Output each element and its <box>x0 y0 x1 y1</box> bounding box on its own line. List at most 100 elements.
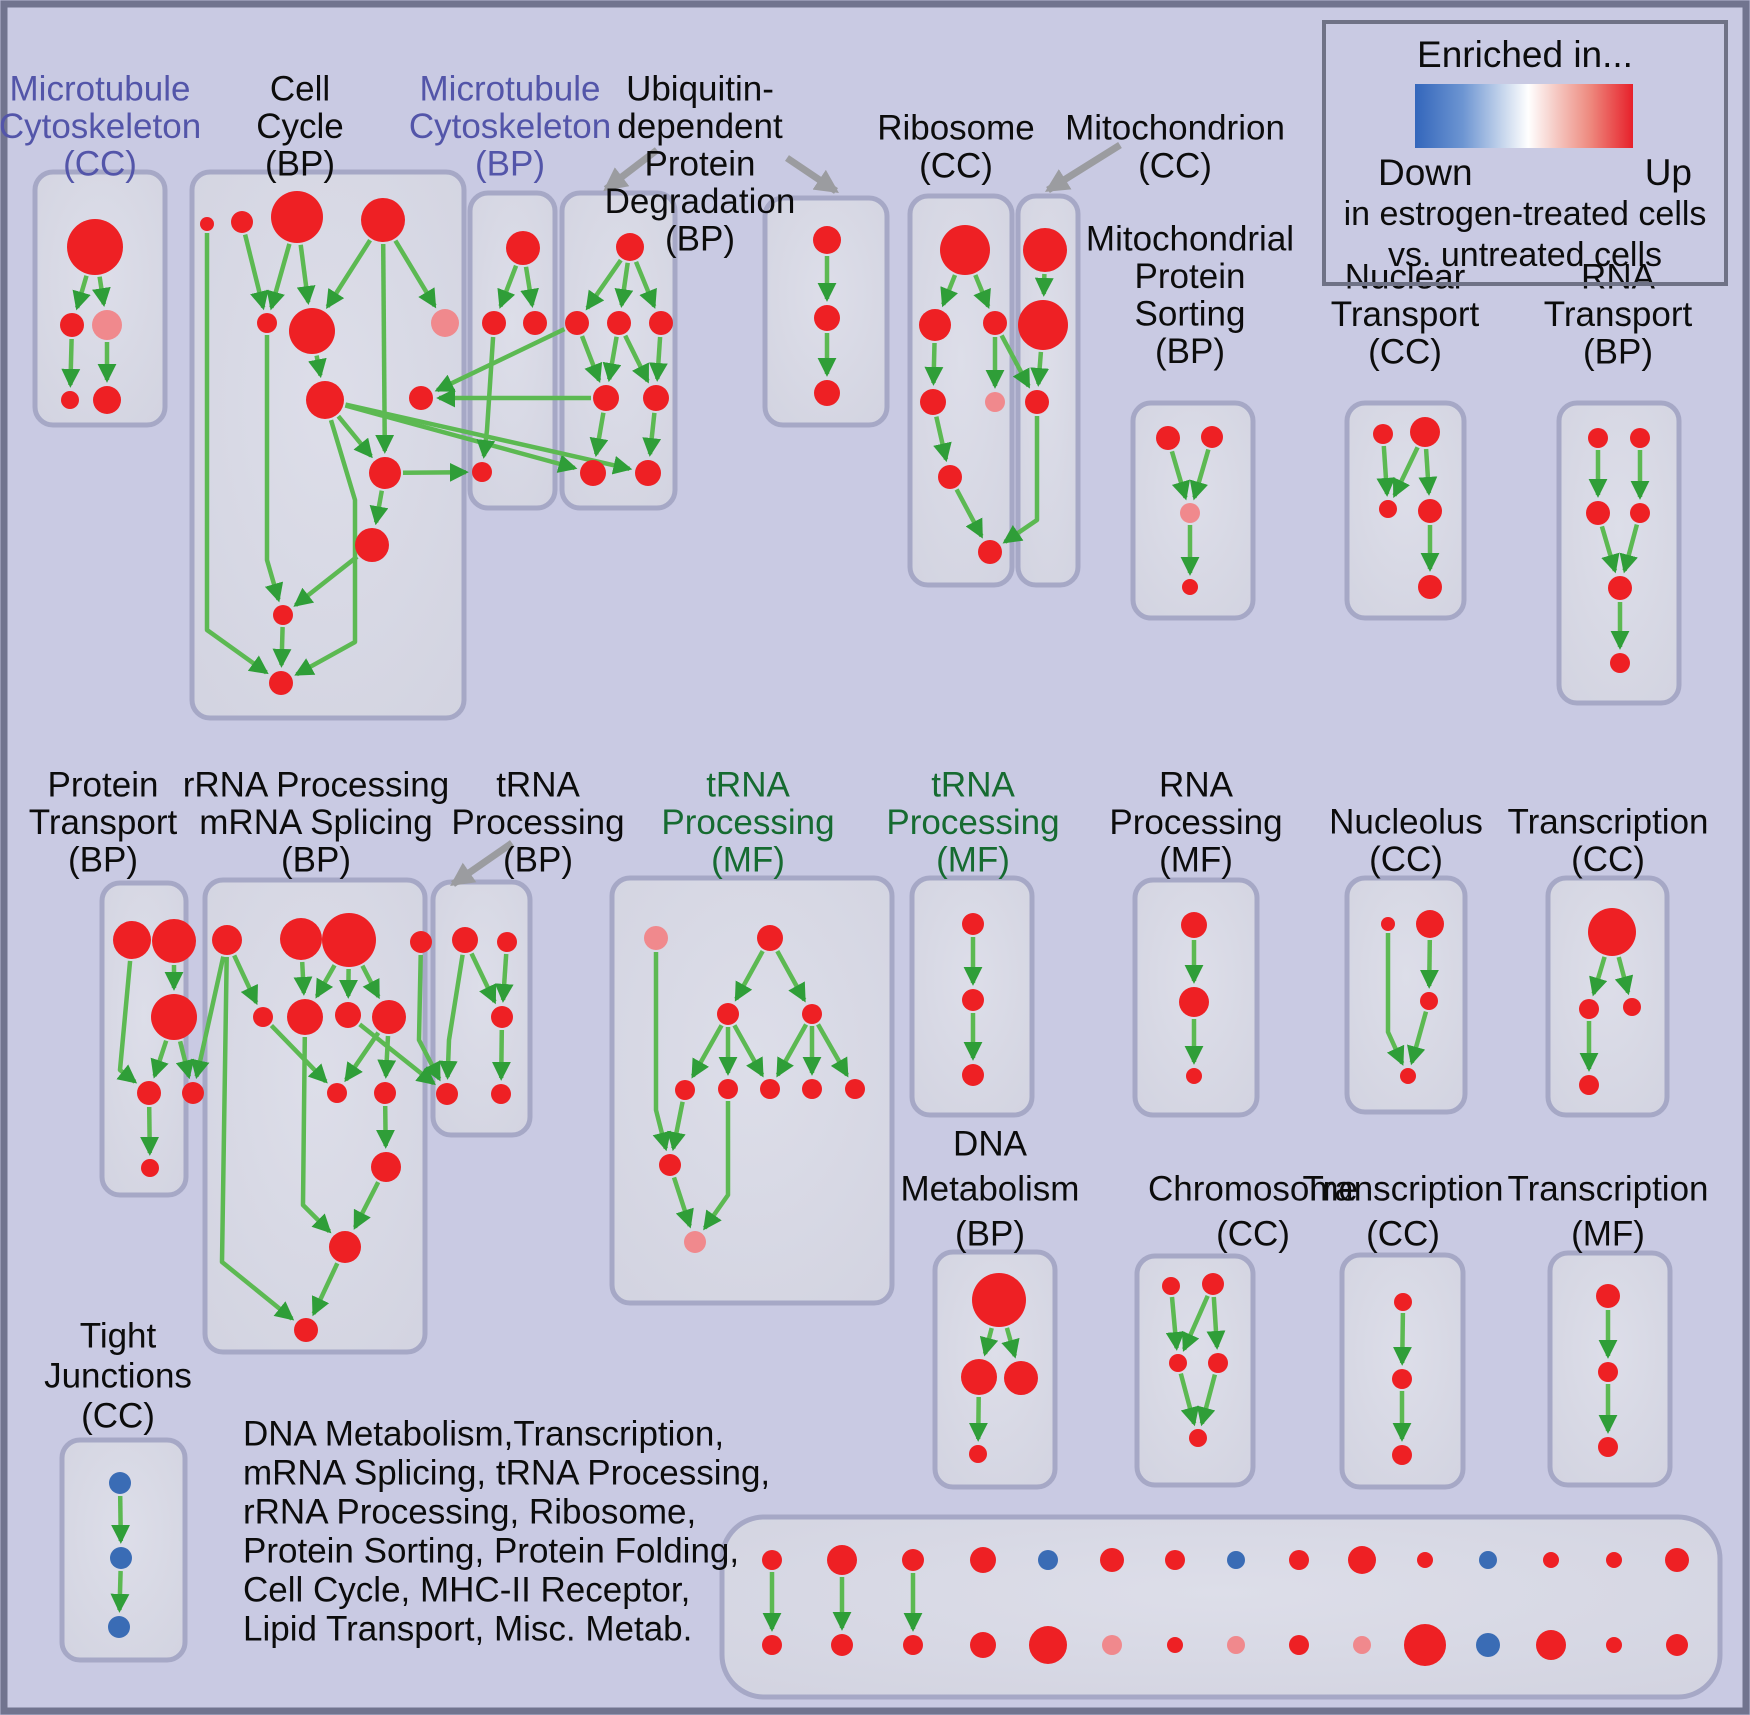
label-tm1-line3: (MF) <box>711 840 785 879</box>
go-term-node-lb3b <box>970 1632 996 1658</box>
go-term-node-lb2b <box>903 1635 923 1655</box>
edge-tcc.a-tcc.b <box>1589 956 1608 997</box>
edge-rr.m1-rr.b5 <box>300 1036 332 1234</box>
go-term-node-rr.p3 <box>322 913 376 967</box>
go-term-node-chr.c <box>1169 1354 1187 1372</box>
label-mtcc-line2: Cytoskeleton <box>0 107 201 146</box>
go-term-node-mtbp.bg <box>506 231 540 265</box>
label-dna-line3: (BP) <box>955 1214 1025 1253</box>
label-pt-line1: Protein <box>48 765 159 804</box>
label-misc-line1: DNA Metabolism,Transcription, <box>243 1414 724 1453</box>
go-term-node-tm2.b <box>962 989 984 1011</box>
edge-chr.b-chr.d <box>1206 1296 1226 1350</box>
go-term-node-pt.b <box>152 919 196 963</box>
edge-nut.b-nut.c <box>1392 446 1420 499</box>
label-misc-line5: Cell Cycle, MHC-II Receptor, <box>243 1570 690 1609</box>
label-tm2-line3: (MF) <box>936 840 1010 879</box>
label-misc-line3: rRNA Processing, Ribosome, <box>243 1492 696 1531</box>
cluster-box-cc <box>189 169 467 721</box>
go-term-node-cc.a <box>273 605 293 625</box>
go-term-node-rr.bt <box>294 1318 318 1342</box>
edge-tm1.ml-tm1.b1 <box>690 1024 724 1079</box>
go-term-node-lb14t <box>1665 1548 1689 1572</box>
cluster-box-long <box>719 1514 1723 1700</box>
go-term-node-rib.pk <box>985 392 1005 412</box>
cluster-box-ub1 <box>559 190 678 511</box>
go-term-node-lb8t <box>1289 1550 1309 1570</box>
label-mtbp-line3: (BP) <box>475 144 545 183</box>
label-tbp-line1: tRNA <box>496 765 580 804</box>
label-misc-line6: Lipid Transport, Misc. Metab. <box>243 1609 692 1648</box>
label-tcc-line2: (CC) <box>1571 840 1645 879</box>
edge-chr.d-chr.e <box>1196 1374 1218 1427</box>
mitochondrion-pointer-arrow-icon <box>1044 142 1122 193</box>
go-term-node-rr.o2 <box>374 1082 396 1104</box>
edge-rr.p3-rr.m1 <box>314 964 337 999</box>
edge-cc.lb-cc.l2 <box>369 490 389 526</box>
edge-cc.t4-cc.pk <box>393 239 437 309</box>
edge-mtcc.A-mtcc.C <box>92 276 111 308</box>
label-misc-line4: Protein Sorting, Protein Folding, <box>243 1531 739 1570</box>
edge-cc.m1-cc.a <box>264 335 284 603</box>
go-term-node-ncl.t <box>1400 1068 1416 1084</box>
edge-ub1.r2-ub1.m1 <box>602 336 622 383</box>
go-term-node-lb0t <box>762 1550 782 1570</box>
cluster-box-nut <box>1344 400 1467 621</box>
edge-cc.t2-cc.m1 <box>242 234 269 311</box>
go-term-node-ub1.r2 <box>607 311 631 335</box>
edge-pt.d-pt.f <box>140 1106 160 1156</box>
go-term-node-tcc.b <box>1579 999 1599 1019</box>
legend-subtitle-1: in estrogen-treated cells <box>1343 195 1707 233</box>
edge-tbp.tl-tbp.bl <box>438 954 465 1080</box>
go-term-node-ub1.m1 <box>593 385 619 411</box>
go-term-node-lb12b <box>1536 1630 1566 1660</box>
label-tbp-line3: (BP) <box>503 840 573 879</box>
go-term-node-tbp.tl <box>452 927 478 953</box>
cluster-box-mtcc <box>32 169 168 428</box>
go-term-node-tmf.b <box>1598 1362 1618 1382</box>
legend-down-label: Down <box>1378 152 1473 193</box>
go-term-node-mit.a <box>1023 228 1067 272</box>
edge-tm1.b2-tm1.pb <box>702 1101 731 1231</box>
go-term-node-mtcc.D <box>61 391 79 409</box>
edge-cc.t1-cc.bt <box>204 233 269 675</box>
go-term-node-rr.o1 <box>327 1083 347 1103</box>
edge-rib.r1-mit.c <box>999 334 1031 389</box>
label-tm2-line1: tRNA <box>931 765 1015 804</box>
edge-tm1.b1-tm1.lo <box>667 1101 686 1152</box>
go-term-node-pt.a <box>113 921 151 959</box>
edge-mps.a-mps.c <box>1169 450 1191 501</box>
go-term-node-cc.t3 <box>271 191 323 243</box>
go-term-node-lb10t <box>1417 1552 1433 1568</box>
go-term-node-ub2.c <box>814 380 840 406</box>
go-term-node-chr.e <box>1189 1429 1207 1447</box>
go-term-node-ub1.m2 <box>643 385 669 411</box>
go-term-node-cc.mid <box>306 381 344 419</box>
edge-cc.mid-cc.bt <box>294 419 358 677</box>
go-term-node-pt.d <box>137 1081 161 1105</box>
edge-pt.a-pt.d <box>116 960 138 1084</box>
go-term-node-dna.d <box>969 1445 987 1463</box>
edge-tm1.ml-tm1.b3 <box>732 1024 765 1078</box>
go-term-node-nut.a <box>1373 424 1393 444</box>
go-term-node-lb2t <box>902 1549 924 1571</box>
edge-rr.p1-pt.e <box>190 956 226 1080</box>
go-term-node-rr.sm <box>253 1007 273 1027</box>
edge-cc.m2-cc.mid <box>308 355 327 379</box>
edge-ub1.tp-ub1.r3 <box>633 260 657 309</box>
edge-mps.b-mps.c <box>1189 448 1211 501</box>
go-term-node-lb13t <box>1606 1552 1622 1568</box>
edge-tm1.tp-tm1.ml <box>734 950 765 1002</box>
go-term-node-rnm.c <box>1186 1068 1202 1084</box>
go-term-node-mps.a <box>1156 426 1180 450</box>
go-term-node-tcc.c <box>1623 998 1641 1016</box>
go-term-node-rnt.e <box>1608 576 1632 600</box>
go-term-node-dna.c <box>1004 1361 1038 1395</box>
edge-ncl.s-ncl.t <box>1385 933 1405 1066</box>
go-term-node-chr.a <box>1162 1277 1180 1295</box>
label-rr-line1: rRNA Processing <box>183 765 449 804</box>
legend: Enriched in... Down Up in estrogen-treat… <box>1322 20 1728 286</box>
edge-rib.bg-rib.r1 <box>973 274 991 310</box>
edge-rr.m2-tbp.bl <box>358 1022 436 1086</box>
edge-tj.b-tj.c <box>110 1570 130 1613</box>
